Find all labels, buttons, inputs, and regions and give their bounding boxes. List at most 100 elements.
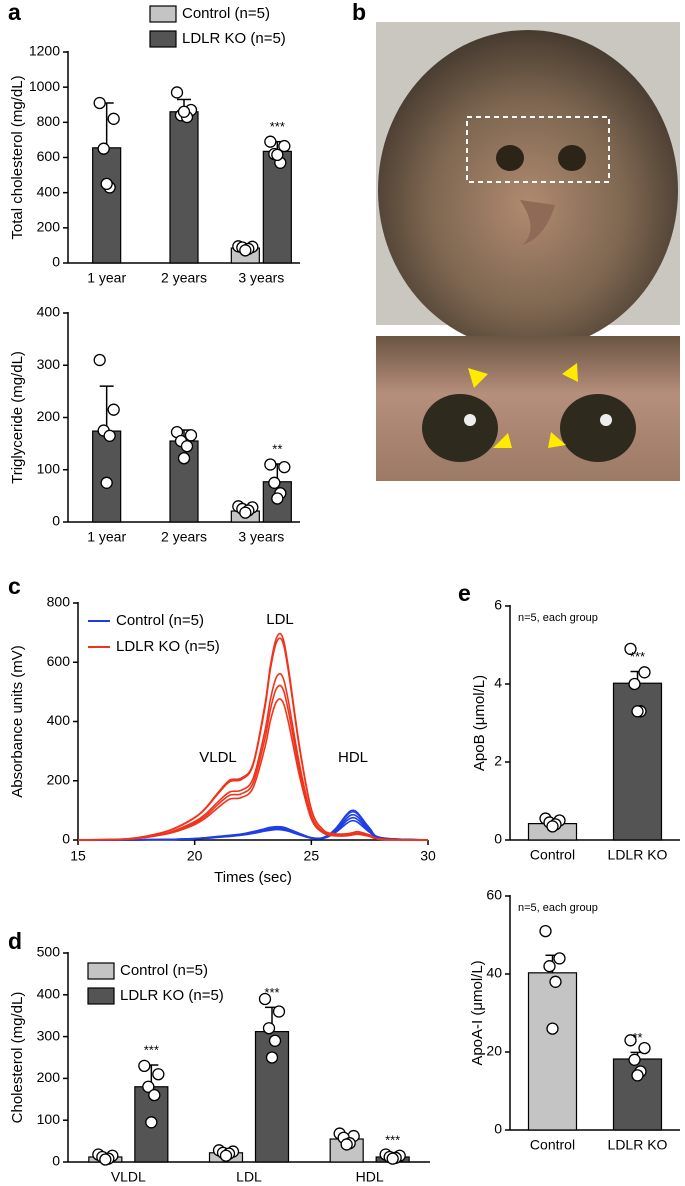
x-tick-label: 2 years: [161, 529, 207, 545]
significance: **: [632, 1030, 642, 1045]
data-point: [107, 403, 120, 416]
legend-swatch: [87, 962, 115, 980]
data-point: [264, 135, 277, 148]
y-tick-label: 600: [47, 653, 71, 669]
data-point: [100, 177, 113, 191]
panel-label: c: [8, 573, 21, 599]
data-point: [268, 1034, 282, 1047]
y-tick-label: 40: [486, 965, 502, 981]
data-point: [97, 142, 110, 155]
eye: [496, 145, 524, 171]
data-point: [107, 112, 120, 125]
data-point: [177, 105, 191, 118]
data-point: [278, 139, 291, 153]
y-tick-label: 400: [47, 712, 71, 728]
data-point: [546, 820, 559, 833]
data-point: [239, 506, 252, 519]
significance: ***: [264, 985, 279, 1000]
data-point: [264, 458, 277, 471]
y-tick-label: 800: [37, 113, 61, 129]
eye-highlight: [600, 414, 612, 426]
y-axis-label: Cholesterol (mg/dL): [9, 992, 26, 1124]
data-point: [624, 642, 637, 656]
data-point: [268, 476, 281, 489]
peak-label: VLDL: [199, 749, 237, 766]
note: n=5, each group: [518, 902, 598, 914]
y-tick-label: 0: [52, 513, 60, 529]
panel-label: d: [8, 928, 22, 954]
x-tick-label: 1 year: [87, 270, 126, 286]
data-point: [170, 86, 184, 99]
data-point: [549, 975, 562, 988]
significance: **: [272, 441, 282, 456]
curve: [77, 637, 429, 841]
x-tick-label: 15: [70, 848, 86, 864]
data-point: [638, 666, 651, 679]
arrowhead: [493, 433, 512, 448]
data-point: [100, 476, 113, 489]
eye: [560, 394, 636, 462]
y-tick-label: 0: [52, 254, 60, 270]
data-point: [219, 1149, 233, 1162]
data-point: [631, 705, 644, 718]
y-tick-label: 400: [37, 183, 61, 199]
y-tick-label: 200: [37, 219, 61, 235]
legend-swatch: [149, 30, 177, 48]
nose: [520, 200, 555, 245]
legend-label: LDLR KO (n=5): [120, 987, 224, 1004]
significance: ***: [270, 119, 285, 134]
data-point: [624, 1034, 637, 1047]
data-point: [271, 148, 284, 162]
y-tick-label: 200: [47, 771, 71, 787]
bar: [92, 430, 122, 523]
y-axis-label: Absorbance units (mV): [9, 645, 26, 798]
bar: [262, 150, 292, 264]
y-tick-label: 6: [494, 597, 502, 613]
bar: [92, 147, 122, 264]
zoom-photo: [376, 336, 680, 481]
data-point: [152, 1068, 165, 1081]
curve: [77, 672, 429, 841]
x-tick-label: 3 years: [238, 529, 284, 545]
significance: ***: [385, 1133, 400, 1148]
y-axis-label: Triglyceride (mg/dL): [9, 351, 26, 484]
data-point: [184, 429, 198, 442]
x-tick-label: 2 years: [161, 270, 207, 286]
monkey-face: [378, 30, 678, 350]
significance: ***: [630, 649, 645, 664]
x-tick-label: 1 year: [87, 529, 126, 545]
x-tick-label: 3 years: [238, 270, 284, 286]
x-tick-label: HDL: [356, 1169, 384, 1185]
eye: [422, 394, 498, 462]
curve: [77, 632, 429, 841]
y-tick-label: 200: [37, 408, 61, 424]
y-tick-label: 0: [62, 831, 70, 847]
x-tick-label: Control: [530, 847, 575, 863]
y-tick-label: 100: [37, 460, 61, 476]
eye: [558, 145, 586, 171]
legend-label: LDLR KO (n=5): [182, 30, 286, 47]
legend-label: Control (n=5): [116, 612, 204, 629]
y-tick-label: 0: [494, 831, 502, 847]
y-tick-label: 300: [37, 1027, 61, 1043]
y-tick-label: 100: [37, 1111, 61, 1127]
data-point: [628, 677, 641, 691]
data-point: [103, 429, 116, 442]
data-point: [93, 353, 106, 367]
bar: [527, 972, 578, 1131]
y-tick-label: 20: [486, 1043, 502, 1059]
data-point: [239, 244, 252, 257]
data-point: [93, 96, 106, 110]
y-tick-label: 200: [37, 1069, 61, 1085]
data-point: [543, 960, 556, 973]
y-tick-label: 4: [494, 675, 502, 691]
y-tick-label: 0: [494, 1121, 502, 1137]
data-point: [142, 1080, 155, 1093]
data-point: [386, 1152, 399, 1165]
data-point: [553, 952, 566, 965]
photo-panel: [376, 22, 680, 481]
legend-label: LDLR KO (n=5): [116, 638, 220, 655]
bar: [254, 1030, 290, 1163]
data-point: [138, 1059, 151, 1073]
data-point: [145, 1116, 158, 1129]
